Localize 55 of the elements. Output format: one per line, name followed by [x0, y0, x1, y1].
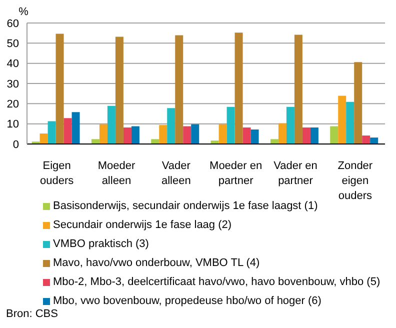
- text: Bron: CBS: [6, 308, 58, 320]
- bar: [330, 126, 338, 144]
- bar: [278, 123, 286, 144]
- bar: [302, 127, 310, 144]
- x-tick-label: Vader en partner: [274, 160, 318, 187]
- bar: [338, 96, 346, 144]
- y-tick-label: 50: [6, 38, 19, 50]
- bar: [99, 124, 108, 144]
- bar: [242, 127, 251, 144]
- bar: [40, 134, 48, 144]
- y-axis-title: %: [18, 6, 29, 18]
- bar: [286, 106, 294, 144]
- y-tick-label: 60: [6, 18, 19, 30]
- bar: [346, 102, 354, 144]
- bar: [191, 124, 200, 144]
- x-tick-label: Moeder alleen: [98, 160, 136, 187]
- x-tick-label: Moeder en partner: [210, 160, 262, 187]
- y-tick-label: 30: [6, 78, 19, 90]
- y-tick-label: 20: [6, 98, 19, 111]
- x-tick-label: Vader alleen: [161, 160, 191, 187]
- bar: [91, 139, 100, 144]
- bar: [175, 35, 184, 144]
- y-tick-label: 40: [6, 58, 19, 70]
- bar: [183, 126, 192, 144]
- legend-label: Mbo-2, Mbo-3, deelcertificaat havo/vwo, havo bovenbouw, vhbo (5): [53, 275, 380, 290]
- bar: [362, 136, 370, 144]
- bar: [64, 118, 72, 144]
- x-tick-label: Eigen ouders: [40, 160, 74, 187]
- legend-label: VMBO praktisch (3): [53, 237, 149, 252]
- bar: [226, 106, 235, 144]
- bar: [56, 34, 64, 144]
- y-tick-label: 10: [6, 118, 19, 131]
- bar: [123, 127, 132, 144]
- legend-label: Secundair onderwijs 1e fase laag (2): [53, 218, 232, 233]
- bar: [131, 126, 140, 144]
- x-tick-label: Zonder eigen ouders: [338, 160, 373, 202]
- bar: [354, 62, 362, 144]
- bar: [115, 36, 124, 144]
- bar: [250, 129, 259, 144]
- legend-label: Mbo, vwo bovenbouw, propedeuse hbo/wo of hoger (6): [53, 295, 322, 307]
- bar: [234, 32, 243, 144]
- bar: [72, 112, 80, 144]
- bar: [310, 127, 318, 144]
- bar: [151, 139, 160, 144]
- bar: [294, 34, 302, 144]
- bar: [159, 125, 168, 144]
- legend-label: Basisonderwijs, secundair onderwijs 1e fase laagst (1): [53, 199, 318, 214]
- bar: [218, 124, 227, 144]
- bar: [167, 108, 176, 144]
- bar: [107, 106, 116, 144]
- bar: [370, 138, 378, 144]
- bar: [270, 139, 278, 144]
- y-tick-label: 0: [12, 138, 19, 151]
- legend-label: Mavo, havo/vwo onderbouw, VMBO TL (4): [53, 256, 260, 271]
- bar: [48, 121, 56, 144]
